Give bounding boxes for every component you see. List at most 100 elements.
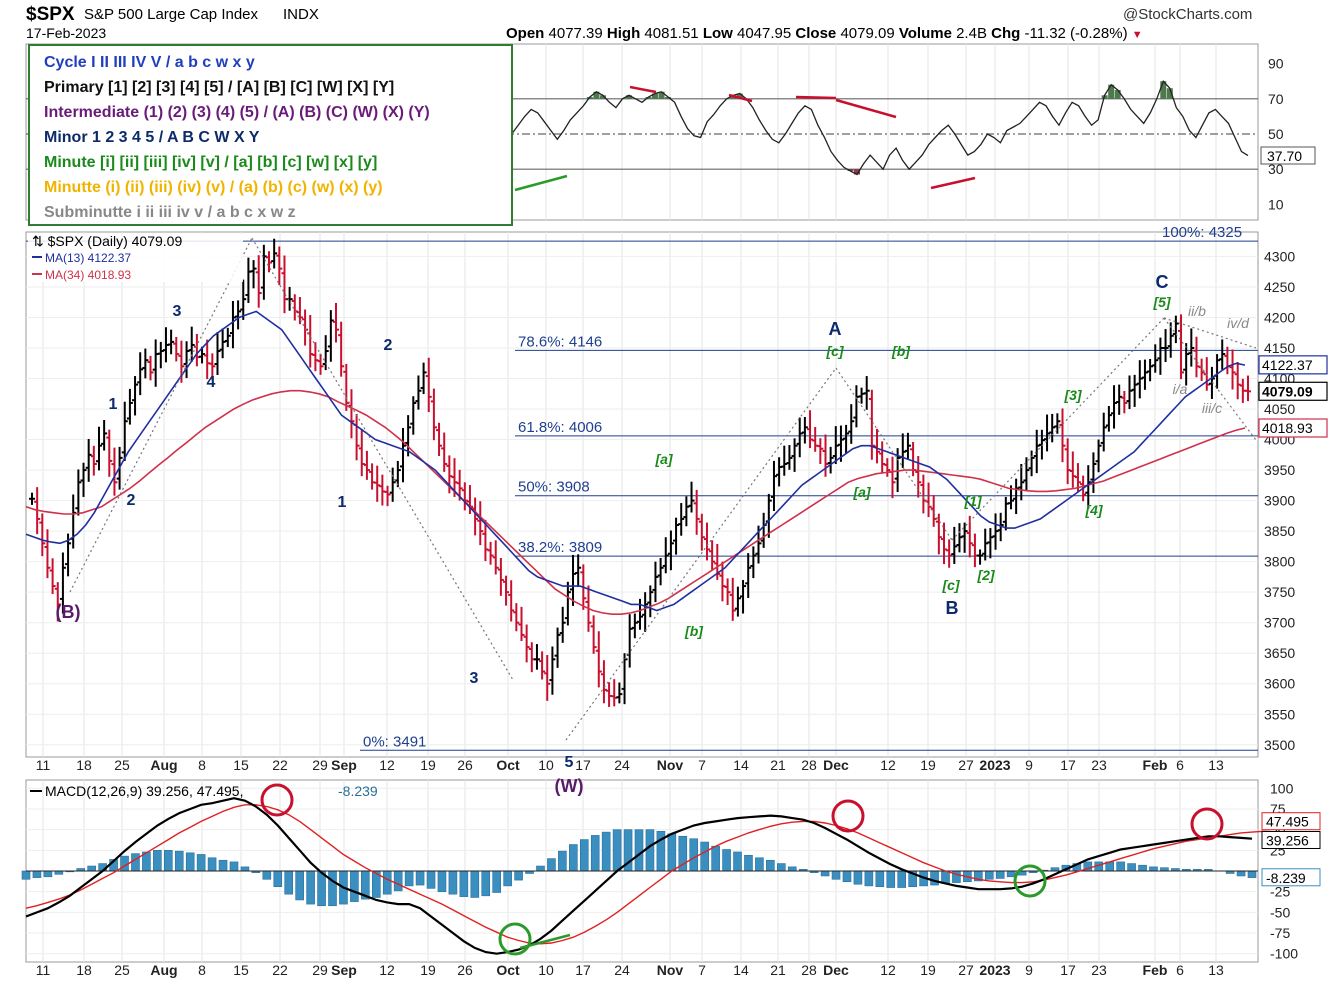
wave-label-minute-1: [1] [963, 493, 982, 509]
price-legend-bg [28, 234, 243, 282]
close-value: 4079.09 [840, 25, 895, 42]
macd-histogram-bar [437, 870, 447, 892]
x-tick-label: 26 [457, 962, 473, 978]
high-label: High [606, 25, 641, 42]
macd-histogram-bar [1247, 870, 1257, 878]
macd-signal-value-box [1261, 812, 1321, 831]
x-tick-label: 11 [36, 962, 51, 978]
rsi-tick-label: 30 [1268, 161, 1284, 177]
x-tick-label: 9 [1025, 962, 1033, 978]
macd-signal-value-box-text: 47.495 [1266, 814, 1309, 830]
macd-histogram-bar [820, 870, 830, 877]
x-tick-label: 22 [272, 962, 288, 978]
ma13-legend-label: MA(13) 4122.37 [45, 251, 131, 265]
macd-value-box [1261, 830, 1321, 849]
wave-label-2b: 2 [384, 337, 393, 354]
x-tick-label: 10 [538, 962, 554, 978]
x-tick-label: 2023 [979, 757, 1010, 773]
x-tick-label: 25 [114, 757, 130, 773]
rsi-value-label: 37.70 [1267, 148, 1302, 164]
macd-histogram-bar [1006, 870, 1016, 878]
price-tick-label: 4300 [1264, 248, 1295, 264]
price-legend-series: ⇅ $SPX (Daily) 4079.09 [32, 233, 182, 249]
rsi-divergence-line [795, 95, 837, 100]
wave-label-b: B [946, 598, 959, 618]
macd-histogram-bar [459, 870, 469, 897]
macd-histogram-bar [328, 870, 337, 907]
x-tick-label: Dec [823, 757, 849, 773]
macd-histogram-bar [481, 870, 491, 897]
x-tick-label: 15 [233, 757, 249, 773]
macd-tick-label: 100 [1270, 780, 1294, 796]
x-tick-label: Sep [331, 757, 357, 773]
rsi-value-box [1260, 146, 1316, 165]
fib-level-label: 100%: 4325 [1162, 224, 1242, 241]
rsi-bullish-divergence-line [514, 174, 568, 192]
macd-legend-label: MACD(12,26,9) 39.256, 47.495, [45, 783, 243, 799]
x-tick-label: 27 [958, 962, 974, 978]
price-tick-label: 3550 [1264, 706, 1295, 722]
x-tick-label: 12 [379, 757, 395, 773]
x-tick-label: 17 [1060, 757, 1076, 773]
macd-histogram-bar [689, 838, 699, 872]
macd-histogram-bar [645, 829, 655, 872]
x-tick-label: 23 [1091, 962, 1107, 978]
rsi-overbought-fill [736, 93, 743, 99]
macd-histogram-bar [240, 866, 250, 872]
macd-bullish-divergence-line [519, 933, 571, 950]
wave-label-3b: 3 [470, 670, 479, 687]
x-tick-label: 7 [698, 757, 706, 773]
high-value: 4081.51 [644, 25, 699, 42]
rsi-overbought-fill [1114, 90, 1121, 99]
x-tick-label: Dec [823, 962, 849, 978]
macd-tick-label: -75 [1270, 925, 1290, 941]
close-value-box [1258, 381, 1328, 401]
macd-hist-value-box-text: -8.239 [1266, 870, 1306, 886]
rsi-divergence-line [728, 93, 753, 103]
macd-histogram-bar [317, 870, 326, 907]
x-tick-label: 15 [233, 962, 249, 978]
macd-histogram-bar [1127, 863, 1136, 872]
macd-histogram-bar [700, 841, 709, 872]
x-tick-label: 6 [1176, 962, 1184, 978]
macd-hist-value-box [1261, 868, 1321, 887]
open-value: 4077.39 [548, 25, 603, 42]
macd-tick-label: -25 [1270, 884, 1290, 900]
wave-label-minute-a2: [a] [852, 484, 871, 500]
rsi-tick-label: 90 [1268, 56, 1284, 72]
x-tick-label: 23 [1091, 757, 1107, 773]
wave-label-1: 1 [109, 396, 118, 413]
rsi-oversold-fill [847, 169, 854, 171]
macd-histogram-bar [755, 857, 764, 872]
wave-connector [1163, 317, 1257, 441]
close-value-box-text: 4079.09 [1262, 383, 1313, 399]
macd-histogram-bar [722, 849, 731, 872]
wave-label-1b: 1 [338, 494, 347, 511]
x-tick-label: 12 [880, 962, 896, 978]
x-tick-label: 28 [801, 962, 817, 978]
wave-label-5: 5 [565, 754, 574, 771]
macd-histogram-bar [875, 870, 885, 888]
rsi-frame [25, 43, 1259, 221]
grid-lines: 111118182525AugAug88151522222929SepSep12… [25, 43, 1259, 978]
price-tick-label: 4150 [1264, 340, 1295, 356]
macd-histogram-bar [426, 870, 436, 889]
price-tick-label: 3500 [1264, 737, 1295, 753]
macd-signal-circle [1013, 864, 1047, 898]
macd-histogram-bar [196, 854, 206, 872]
x-tick-label: 13 [1208, 757, 1224, 773]
x-tick-label: Sep [331, 962, 357, 978]
fib-level-label: 38.2%: 3809 [518, 539, 602, 556]
macd-histogram-bar [514, 870, 523, 881]
ma13-value-box-text: 4122.37 [1262, 357, 1313, 373]
macd-histogram-bar [744, 854, 753, 872]
x-tick-label: 17 [575, 757, 591, 773]
macd-histogram-bar [995, 870, 1005, 879]
macd-histogram-bar [547, 858, 556, 872]
wave-connector [565, 367, 837, 741]
ma34-value-box-text: 4018.93 [1262, 420, 1313, 436]
x-tick-label: Feb [1143, 962, 1168, 978]
macd-histogram-bar [32, 870, 42, 878]
macd-histogram-bar [174, 850, 184, 872]
wave-label-minute-b1: [b] [684, 623, 704, 639]
